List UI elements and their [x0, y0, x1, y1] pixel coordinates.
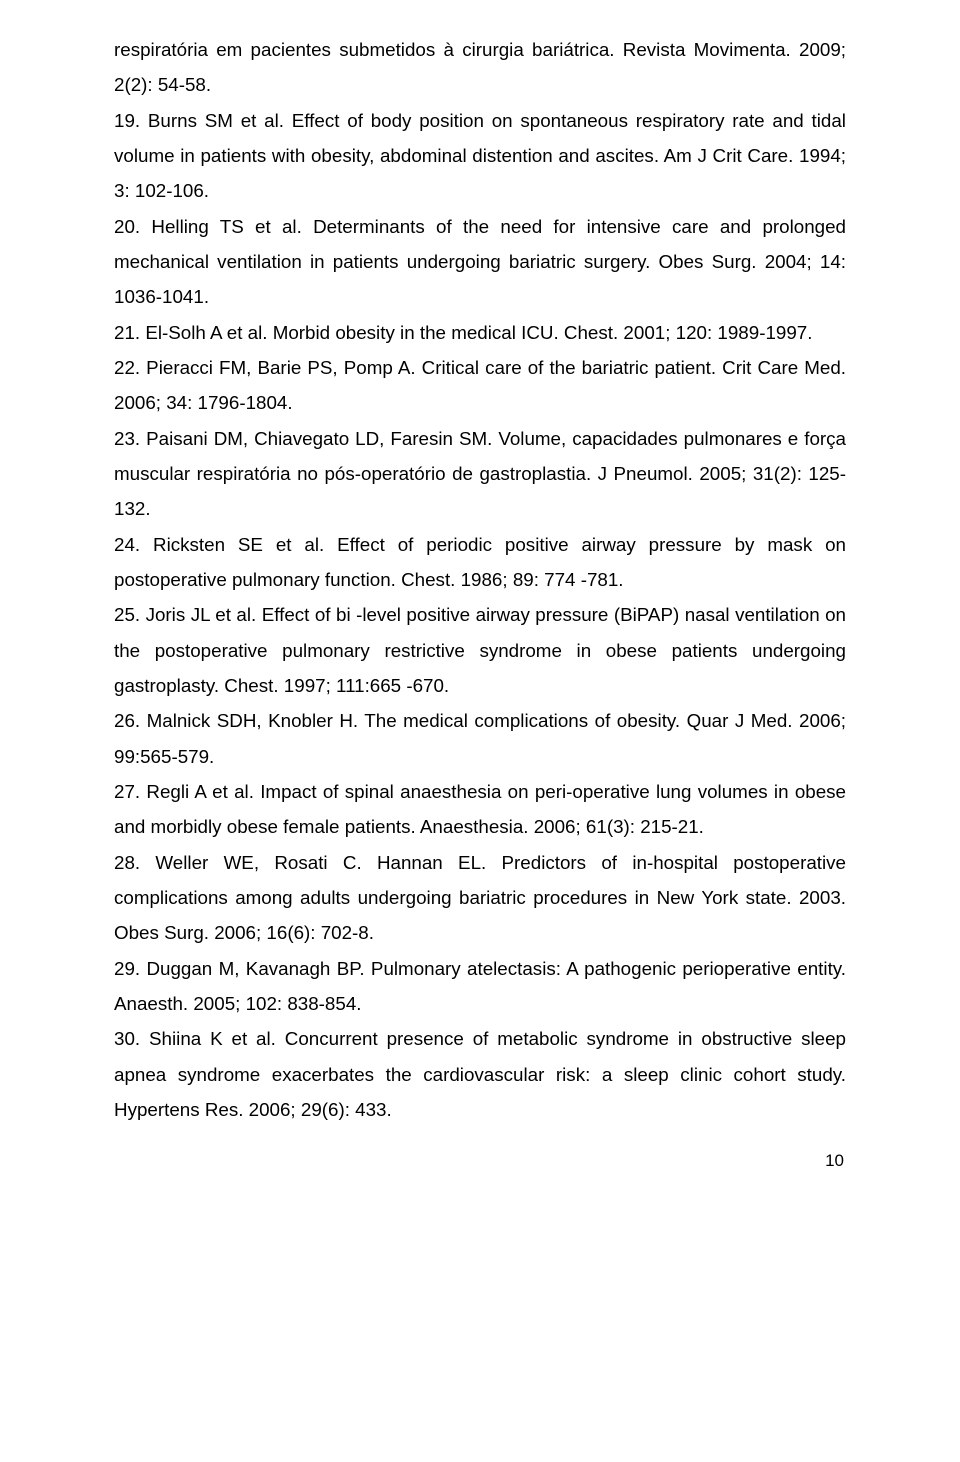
page-number: 10	[114, 1151, 846, 1171]
reference-item: 29. Duggan M, Kavanagh BP. Pulmonary ate…	[114, 951, 846, 1022]
reference-item: 19. Burns SM et al. Effect of body posit…	[114, 103, 846, 209]
reference-item: 26. Malnick SDH, Knobler H. The medical …	[114, 703, 846, 774]
reference-item: 27. Regli A et al. Impact of spinal anae…	[114, 774, 846, 845]
reference-item: respiratória em pacientes submetidos à c…	[114, 32, 846, 103]
reference-item: 28. Weller WE, Rosati C. Hannan EL. Pred…	[114, 845, 846, 951]
reference-item: 24. Ricksten SE et al. Effect of periodi…	[114, 527, 846, 598]
page-container: respiratória em pacientes submetidos à c…	[0, 0, 960, 1231]
reference-item: 25. Joris JL et al. Effect of bi -level …	[114, 597, 846, 703]
reference-item: 20. Helling TS et al. Determinants of th…	[114, 209, 846, 315]
reference-item: 30. Shiina K et al. Concurrent presence …	[114, 1021, 846, 1127]
reference-item: 22. Pieracci FM, Barie PS, Pomp A. Criti…	[114, 350, 846, 421]
reference-item: 23. Paisani DM, Chiavegato LD, Faresin S…	[114, 421, 846, 527]
reference-item: 21. El-Solh A et al. Morbid obesity in t…	[114, 315, 846, 350]
